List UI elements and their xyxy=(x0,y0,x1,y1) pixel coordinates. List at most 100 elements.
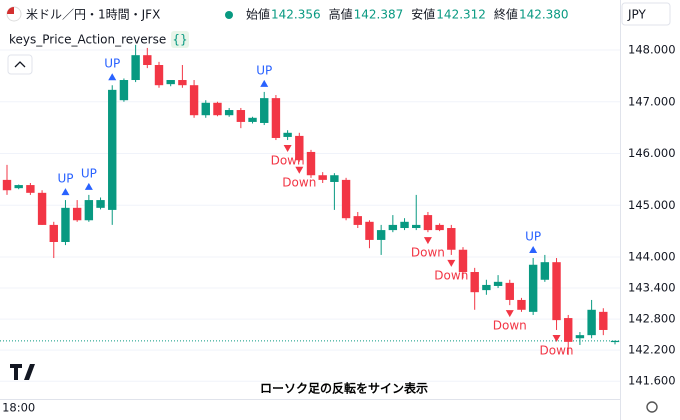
candle-body xyxy=(84,200,94,221)
indicator-badge-bg[interactable] xyxy=(171,31,189,48)
legend-label: 始値 xyxy=(246,7,270,22)
currency[interactable]: JPY xyxy=(627,8,647,22)
candle-body xyxy=(72,207,82,221)
candles xyxy=(2,44,620,355)
signal-label: UP xyxy=(57,172,73,186)
candle-body xyxy=(61,207,70,242)
collapse-button[interactable] xyxy=(7,54,33,75)
candle-body xyxy=(341,179,351,219)
candle-body xyxy=(26,185,35,193)
legend-label: 終値 xyxy=(494,7,518,22)
candle-body xyxy=(528,264,538,312)
signals: UP UP UP UP Down Down Down Down Down UP Down xyxy=(57,57,573,358)
signal-arrow xyxy=(260,79,269,87)
candle-body xyxy=(318,175,327,180)
ohlc-legend: 始値 142.356 高値 142.387 安値 142.312 終値 142.380 xyxy=(246,7,569,22)
candle-body xyxy=(201,102,210,116)
collapse-icon xyxy=(14,61,26,68)
candle-body xyxy=(2,179,12,191)
settings-icon[interactable] xyxy=(646,401,658,413)
candle-body xyxy=(552,262,561,321)
y-tick-label: 143.400 xyxy=(628,281,676,295)
signal-arrow xyxy=(447,259,456,267)
candle-body xyxy=(400,221,409,229)
legend-label: 高値 xyxy=(329,7,353,22)
candle-body xyxy=(517,299,526,310)
y-tick-label: 146.000 xyxy=(628,146,676,160)
candle-body xyxy=(49,224,58,242)
candle-body xyxy=(493,281,503,286)
signal-arrow xyxy=(108,73,117,81)
y-tick-label: 142.200 xyxy=(628,343,676,357)
signal-label: Down xyxy=(282,175,316,189)
candle-body xyxy=(505,282,514,300)
candle-body xyxy=(224,110,234,116)
candle-body xyxy=(388,224,398,231)
candle-body xyxy=(470,272,479,293)
signal-arrow xyxy=(295,166,304,174)
candle-body xyxy=(599,311,608,330)
candle-body xyxy=(610,340,620,343)
signal-arrow xyxy=(552,334,561,342)
candle-body xyxy=(248,117,257,122)
signal-label: Down xyxy=(434,268,468,282)
flag-part xyxy=(7,7,14,14)
candle-body xyxy=(540,262,550,280)
candle-body xyxy=(435,224,444,231)
candle-body xyxy=(131,55,140,81)
symbol[interactable]: 米ドル／円・1時間・JFX xyxy=(26,8,160,22)
signal-label: Down xyxy=(493,319,527,333)
candle-body xyxy=(376,230,386,240)
market-status xyxy=(225,11,233,19)
currency-button[interactable] xyxy=(621,2,671,26)
candle-body xyxy=(143,55,152,66)
y-tick-label: 148.000 xyxy=(628,43,676,57)
signal-label: UP xyxy=(525,230,541,244)
candle-body xyxy=(412,224,421,229)
x-tick-label: 18:00 xyxy=(2,401,35,415)
signal-arrow xyxy=(61,188,70,196)
legend-label: 安値 xyxy=(411,7,435,22)
candle-body xyxy=(587,309,596,336)
candle-body xyxy=(482,284,491,291)
candle-body xyxy=(271,98,281,138)
signal-arrow xyxy=(505,310,514,318)
candle-body xyxy=(330,175,339,182)
legend-value: 142.387 xyxy=(354,8,404,22)
candle-body xyxy=(213,102,222,116)
signal-label: UP xyxy=(81,166,97,180)
candle-body xyxy=(154,65,164,86)
y-tick-label: 145.000 xyxy=(628,198,676,212)
candle-body xyxy=(564,318,573,342)
y-tick-label: 141.600 xyxy=(628,374,676,388)
indicator-name[interactable]: keys_Price_Action_reverse xyxy=(9,33,166,47)
y-tick-label: 144.000 xyxy=(628,250,676,264)
legend-value: 142.312 xyxy=(436,8,486,22)
signal-arrow xyxy=(423,237,432,245)
signal-label: UP xyxy=(104,57,120,71)
candle-body xyxy=(283,132,292,137)
candle-body xyxy=(119,80,129,101)
candle-body xyxy=(236,110,246,122)
signal-arrow xyxy=(84,182,93,190)
candle-body xyxy=(37,192,47,225)
candle-body xyxy=(423,215,433,231)
candle-body xyxy=(447,228,456,250)
candle-body xyxy=(306,151,316,176)
signal-arrow xyxy=(283,145,292,153)
indicator-badge[interactable]: {} xyxy=(172,33,187,47)
signal-label: Down xyxy=(540,343,574,357)
y-tick-label: 142.800 xyxy=(628,312,676,326)
caption: ローソク足の反転をサイン表示 xyxy=(260,381,428,396)
candle-body xyxy=(14,185,23,189)
signal-label: Down xyxy=(411,246,445,260)
tv-logo[interactable] xyxy=(10,364,35,380)
candle-body xyxy=(189,85,199,116)
legend-value: 142.380 xyxy=(519,8,569,22)
candle-body xyxy=(260,98,269,123)
candle-body xyxy=(353,216,362,225)
candle-body xyxy=(575,335,585,339)
candle-body xyxy=(96,200,105,208)
